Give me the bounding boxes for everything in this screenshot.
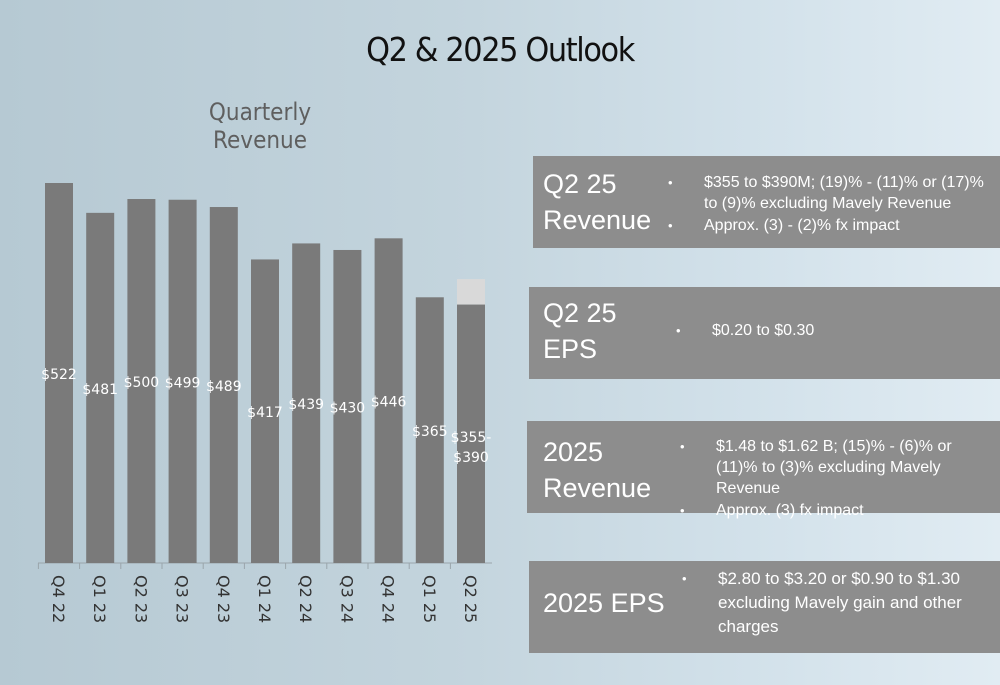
x-tick-label: Q1 24 [255, 575, 274, 623]
x-tick-label: Q3 24 [337, 575, 356, 623]
bar [127, 199, 156, 563]
panel-q2-revenue: Q2 25 Revenue $355 to $390M; (19)% - (11… [533, 156, 1000, 248]
bar [292, 243, 321, 564]
data-label: $522 [41, 367, 77, 383]
x-tick-label: Q1 25 [420, 575, 439, 623]
panel-q2-eps: Q2 25 EPS $0.20 to $0.30 [529, 287, 1000, 379]
data-label: $481 [82, 382, 118, 398]
bar [415, 297, 444, 563]
panel-title-line: Q2 25 [543, 169, 617, 199]
panel-title-line: Revenue [543, 205, 652, 235]
chart-title: Quarterly Revenue [208, 98, 312, 154]
x-tick-label: Q2 25 [461, 575, 480, 623]
x-tick-label: Q4 22 [49, 575, 68, 623]
x-tick-label: Q2 24 [296, 575, 315, 623]
data-label: $417 [247, 405, 283, 421]
bullet-item: $0.20 to $0.30 [676, 320, 992, 341]
data-label: $439 [288, 397, 324, 413]
bar [168, 199, 197, 564]
page-title: Q2 & 2025 Outlook [366, 30, 635, 69]
data-label: $365 [412, 424, 448, 440]
bar [457, 304, 485, 563]
panel-2025-eps: 2025 EPS $2.80 to $3.20 or $0.90 to $1.3… [529, 561, 1000, 653]
panel-title-line: Q2 25 [543, 298, 617, 328]
bar [209, 207, 238, 563]
data-label: $355- [451, 430, 492, 446]
bullet-item: $355 to $390M; (19)% - (11)% or (17)% to… [668, 172, 994, 214]
bullet-item: $2.80 to $3.20 or $0.90 to $1.30 excludi… [682, 567, 978, 639]
x-tick-label: Q4 23 [214, 575, 233, 623]
panel-title-line: 2025 EPS [543, 588, 665, 618]
panel-title-line: 2025 [543, 437, 604, 467]
bar [333, 249, 362, 563]
bar [45, 183, 73, 563]
panel-2025-revenue: 2025 Revenue $1.48 to $1.62 B; (15)% - (… [527, 421, 1000, 521]
bar [86, 212, 115, 563]
bar [251, 259, 279, 563]
revenue-bar-chart: $522 Q4 22 $481 Q1 23 $500 Q2 23 $499 Q3 23 $489… [37, 183, 492, 623]
data-label: $430 [330, 400, 366, 416]
data-label: $499 [165, 375, 201, 391]
bullet-item: Approx. (3) - (2)% fx impact [668, 215, 994, 236]
data-label: $446 [371, 395, 407, 411]
x-tick-label: Q2 23 [131, 575, 150, 623]
bar [374, 238, 403, 563]
range-bar-top [457, 279, 485, 305]
bullet-item: Approx. (3) fx impact [680, 500, 994, 521]
bullet-item: $1.48 to $1.62 B; (15)% - (6)% or (11)% … [680, 436, 994, 499]
x-tick-label: Q3 23 [173, 575, 192, 623]
data-label: $500 [124, 375, 160, 391]
panel-title-line: Revenue [543, 473, 652, 503]
data-label: $390 [453, 450, 489, 466]
x-tick-label: Q1 23 [90, 575, 109, 623]
x-tick-label: Q4 24 [379, 575, 398, 623]
panel-title-line: EPS [543, 334, 598, 364]
data-label: $489 [206, 379, 242, 395]
